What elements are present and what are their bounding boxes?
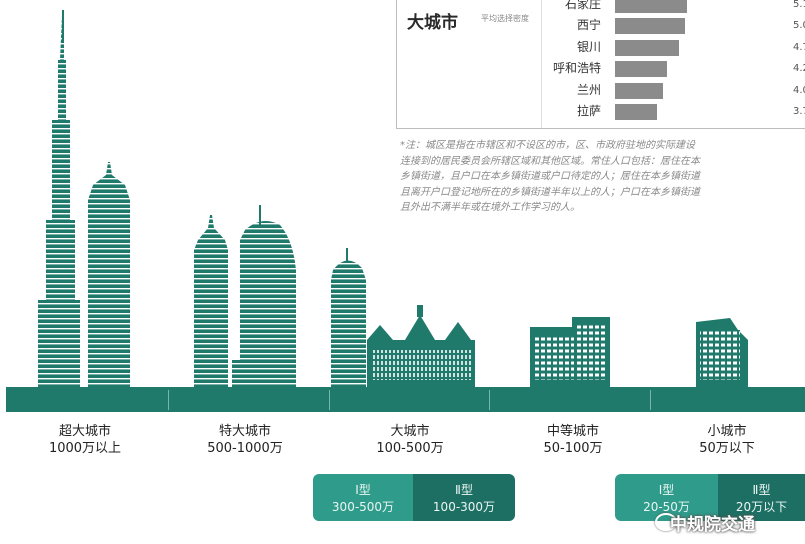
- type-range: 300-500万: [331, 500, 395, 514]
- tower-superlarge-tall: [38, 10, 80, 387]
- category-name: 特大城市: [218, 424, 271, 439]
- tower-large-city: [331, 248, 366, 387]
- footnote-line: 连接到的居民委员会所辖区域和其他区域。常住人口包括：居住在本: [400, 155, 700, 167]
- category-label-megacity: 特大城市 500-1000万: [190, 423, 300, 457]
- large-city-type-2: Ⅱ型 100-300万: [413, 474, 515, 521]
- category-name: 大城市: [390, 424, 430, 439]
- category-range: 1000万以上: [48, 441, 122, 456]
- density-bar: [615, 0, 687, 13]
- city-name: 石家庄: [564, 0, 601, 11]
- type-range: 100-300万: [432, 500, 496, 514]
- type-label: Ⅱ型: [455, 483, 473, 497]
- density-bar: [615, 39, 679, 56]
- tower-superlarge-second: [88, 162, 130, 387]
- city-name: 西宁: [576, 18, 601, 33]
- table-divider: [541, 0, 542, 128]
- table-row: 拉萨 3.7: [541, 101, 805, 122]
- table-row: 呼和浩特 4.2: [541, 58, 805, 79]
- category-range: 50万以下: [699, 441, 755, 456]
- band-separator: [168, 390, 169, 410]
- building-medium-city: [530, 317, 610, 387]
- density-bar: [615, 61, 667, 78]
- type-label: Ⅰ型: [355, 483, 371, 497]
- band-separator: [489, 390, 490, 410]
- table-subtitle: 平均选择密度: [481, 14, 529, 23]
- small-city-type-2: Ⅱ型 20万以下: [718, 474, 805, 521]
- category-label-superlarge: 超大城市 1000万以上: [30, 423, 140, 457]
- city-density-table: 大城市 平均选择密度 石家庄 5.1 西宁 5.0 银川 4.7 呼和浩特 4.…: [396, 0, 805, 129]
- category-range: 100-500万: [376, 441, 444, 456]
- type-label: Ⅱ型: [752, 483, 771, 497]
- tower-megacity-left: [194, 215, 228, 387]
- table-row: 石家庄 5.1: [541, 0, 805, 15]
- table-row: 银川 4.7: [541, 37, 805, 58]
- city-name: 银川: [576, 39, 601, 54]
- watermark: 中规院交通: [670, 515, 755, 535]
- wechat-icon: [655, 513, 677, 531]
- ground-band: [6, 387, 805, 412]
- building-small-city: [696, 318, 748, 387]
- category-label-medium: 中等城市 50-100万: [518, 423, 628, 457]
- density-value: 5.0: [793, 20, 805, 32]
- type-range: 20-50万: [643, 500, 690, 514]
- density-value: 4.7: [793, 41, 805, 53]
- density-value: 4.0: [793, 84, 805, 96]
- density-bar: [615, 82, 663, 99]
- category-name: 超大城市: [58, 424, 111, 439]
- table-row: 兰州 4.0: [541, 80, 805, 101]
- footnote-line: 乡镇街道，且户口在本乡镇街道或户口待定的人；居住在本乡镇街道: [400, 171, 700, 182]
- large-city-type-1: Ⅰ型 300-500万: [313, 474, 413, 521]
- band-separator: [650, 390, 651, 410]
- category-label-small: 小城市 50万以下: [672, 423, 782, 457]
- city-name: 拉萨: [576, 103, 601, 118]
- city-name: 兰州: [576, 82, 601, 97]
- category-name: 小城市: [707, 424, 747, 439]
- category-range: 50-100万: [543, 441, 603, 456]
- density-value: 3.7: [793, 105, 805, 117]
- density-bar: [615, 103, 657, 120]
- tower-megacity-right: [232, 205, 296, 387]
- table-title: 大城市: [407, 13, 458, 33]
- category-label-large: 大城市 100-500万: [355, 423, 465, 457]
- footnote-line: *注：城区是指在市辖区和不设区的市，区、市政府驻地的实际建设: [400, 140, 695, 151]
- density-bar: [615, 18, 685, 35]
- table-rows: 石家庄 5.1 西宁 5.0 银川 4.7 呼和浩特 4.2 兰州 4.0 拉萨…: [541, 0, 805, 128]
- category-range: 500-1000万: [207, 441, 283, 456]
- footnote-line: 且外出不满半年或在境外工作学习的人。: [400, 202, 580, 213]
- band-separator: [329, 390, 330, 410]
- footnote-line: 且离开户口登记地所在的乡镇街道半年以上的人；户口在本乡镇街道: [400, 186, 700, 198]
- density-value: 4.2: [793, 63, 805, 75]
- footnote: *注：城区是指在市辖区和不设区的市，区、市政府驻地的实际建设 连接到的居民委员会…: [400, 138, 805, 216]
- city-name: 呼和浩特: [552, 61, 601, 76]
- table-row: 西宁 5.0: [541, 15, 805, 36]
- type-range: 20万以下: [735, 500, 788, 514]
- castle-large-city: [367, 305, 475, 387]
- density-value: 5.1: [793, 0, 805, 10]
- type-label: Ⅰ型: [658, 483, 675, 497]
- category-name: 中等城市: [546, 424, 599, 439]
